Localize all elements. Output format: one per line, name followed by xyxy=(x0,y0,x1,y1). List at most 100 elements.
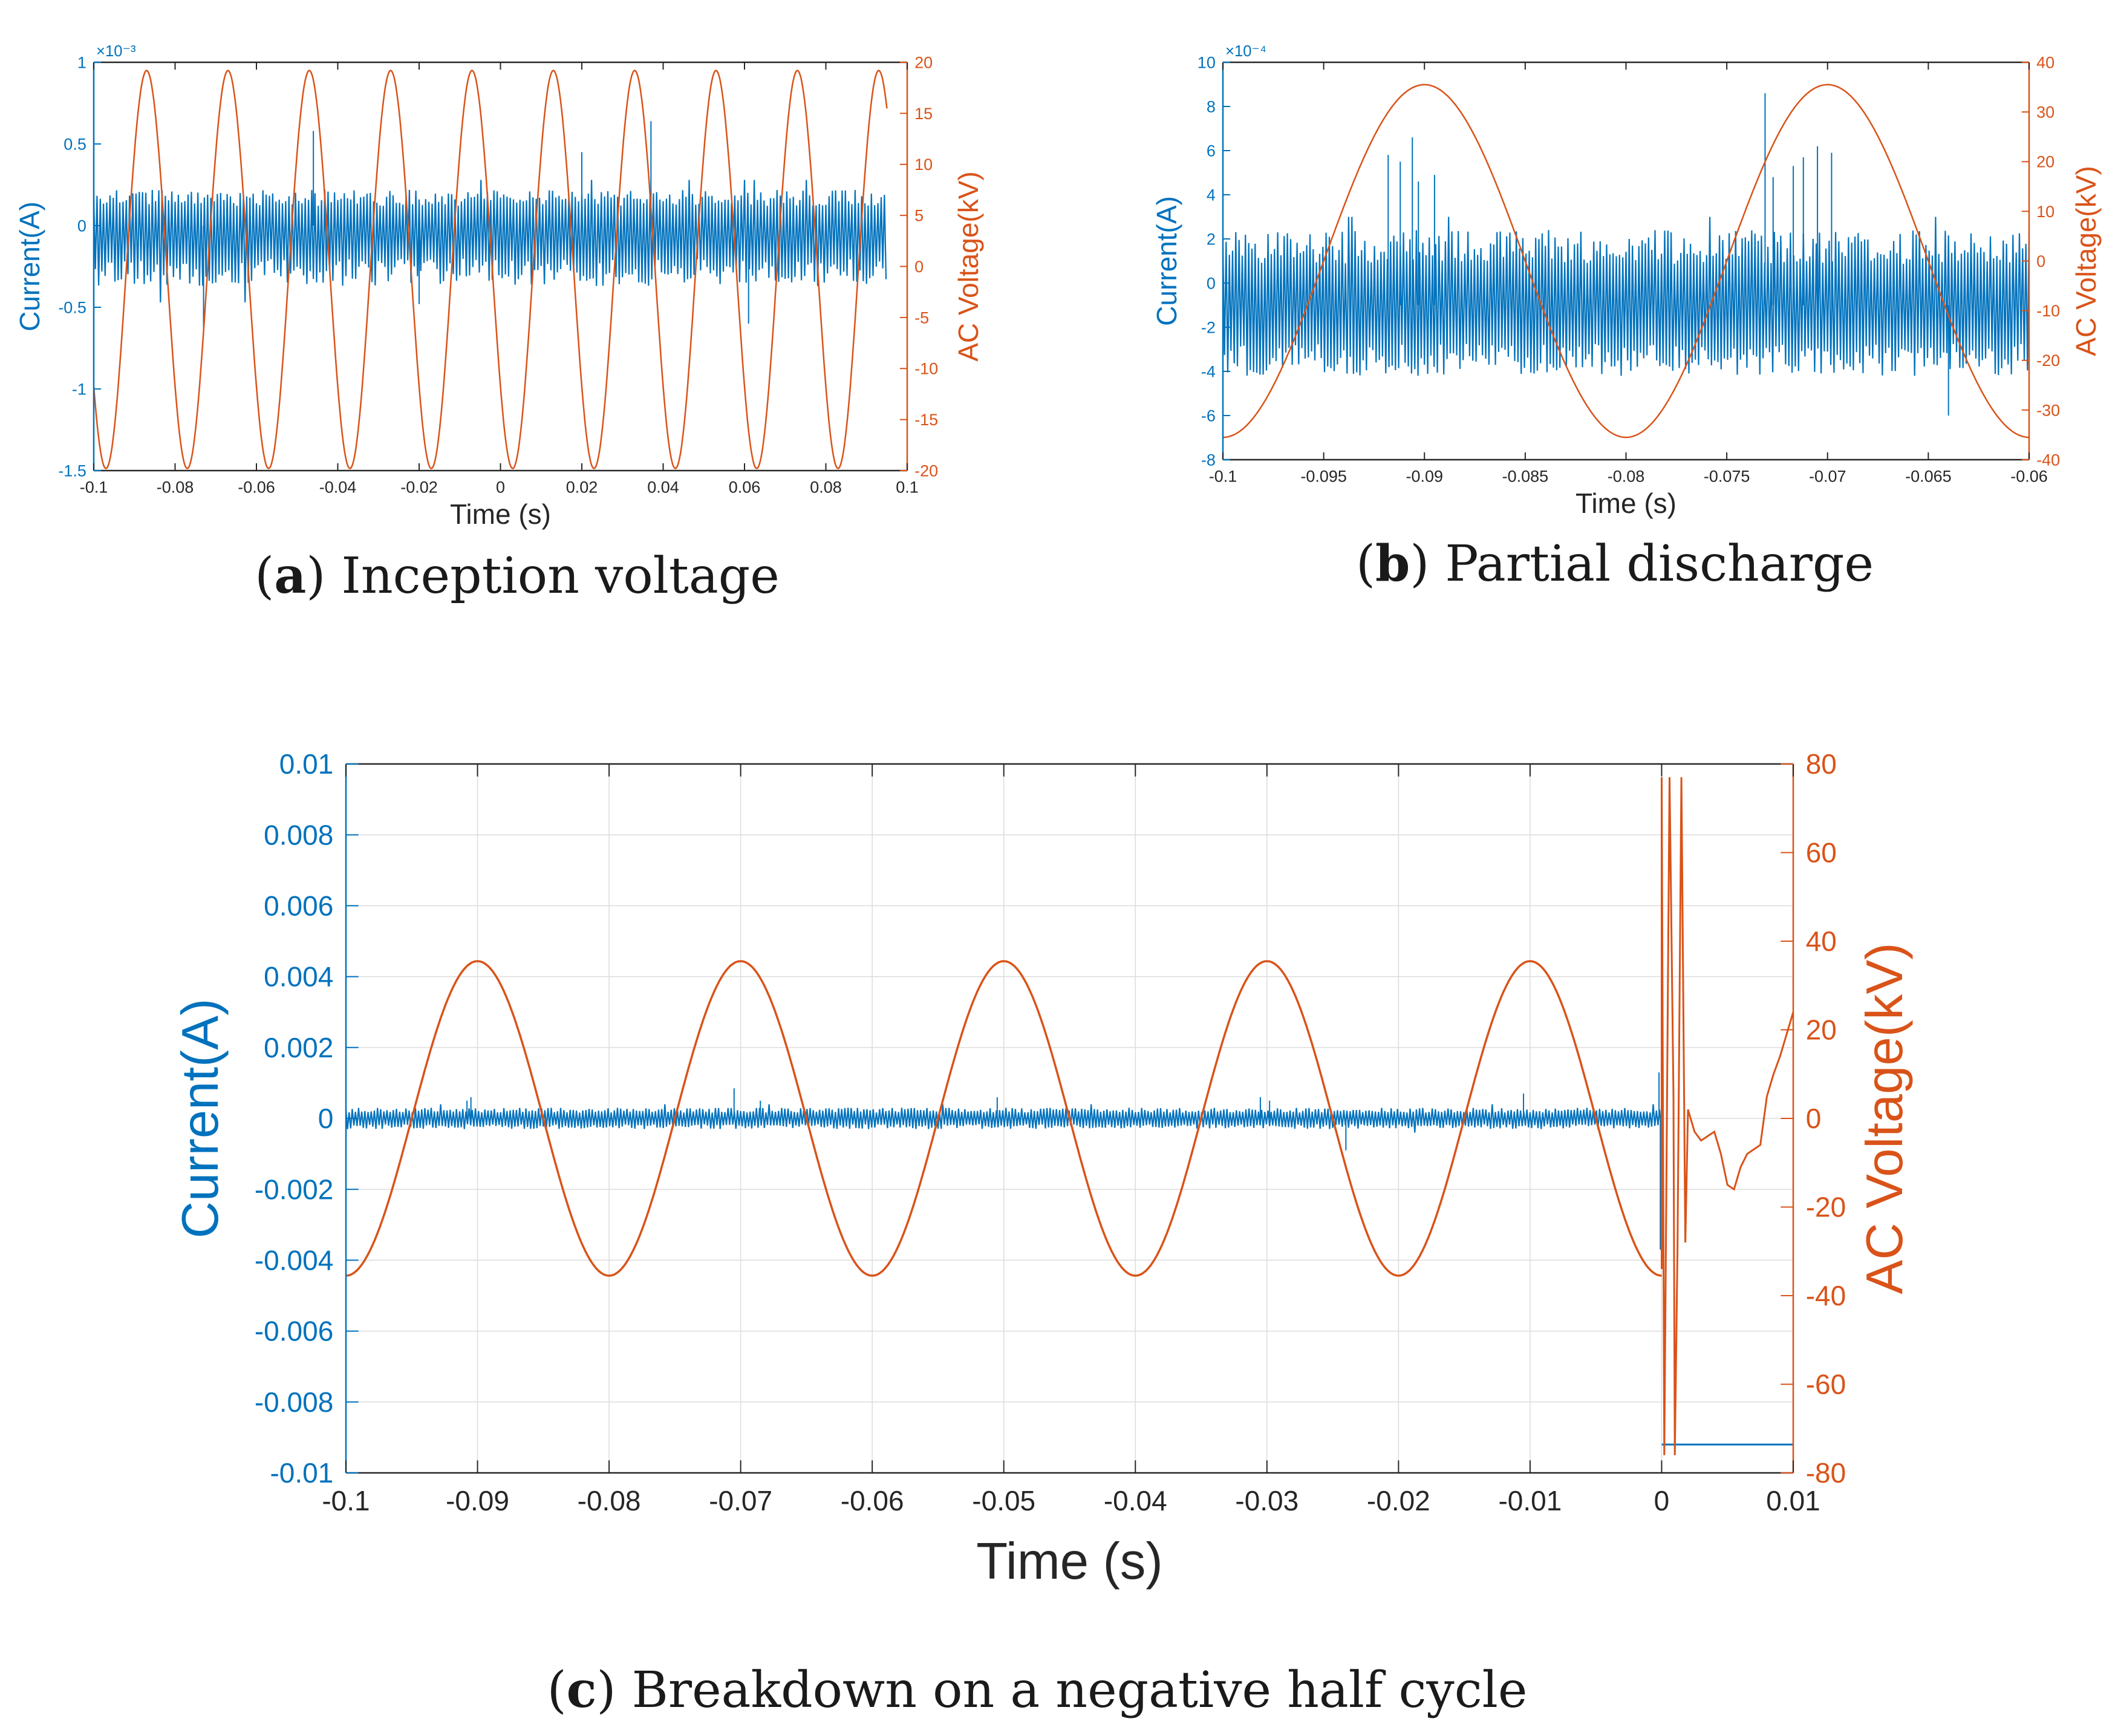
series-current-noise xyxy=(346,1104,1662,1133)
right-y-tick-label: -20 xyxy=(914,462,938,480)
right-y-tick-label: 5 xyxy=(914,207,924,225)
left-y-tick-label: 0.002 xyxy=(264,1032,333,1063)
right-y-tick-label: -60 xyxy=(1806,1369,1846,1400)
right-y-tick-label: 80 xyxy=(1806,748,1837,780)
caption-b-letter: b xyxy=(1375,535,1410,593)
left-axis-exponent: ×10⁻³ xyxy=(96,43,136,60)
left-y-axis-title: Current(A) xyxy=(14,201,45,331)
left-y-tick-label: 1 xyxy=(77,53,86,71)
right-y-tick-label: -40 xyxy=(1806,1280,1846,1311)
left-y-tick-label: 0.5 xyxy=(64,135,86,153)
x-tick-label: 0.08 xyxy=(810,478,842,496)
series-ac-voltage xyxy=(346,960,1662,1277)
x-tick-label: -0.07 xyxy=(1809,467,1846,485)
left-y-tick-label: 0.008 xyxy=(264,819,333,850)
left-y-tick-label: 10 xyxy=(1197,53,1216,71)
x-tick-label: -0.03 xyxy=(1235,1485,1298,1516)
plot-area xyxy=(94,70,888,470)
right-y-tick-label: 0 xyxy=(914,258,924,276)
x-tick-label: -0.075 xyxy=(1704,467,1750,485)
right-y-tick-label: 20 xyxy=(2036,153,2054,171)
left-y-tick-label: -0.01 xyxy=(270,1457,333,1489)
right-y-tick-label: -20 xyxy=(1806,1192,1846,1223)
left-y-tick-label: -0.002 xyxy=(255,1173,333,1205)
caption-b-text: Partial discharge xyxy=(1445,535,1874,593)
right-y-tick-label: -10 xyxy=(2036,302,2060,320)
right-y-tick-label: 40 xyxy=(2036,53,2054,71)
left-y-tick-label: -1.5 xyxy=(58,462,86,480)
left-y-tick-label: -0.006 xyxy=(255,1316,333,1347)
x-tick-label: 0.06 xyxy=(729,478,761,496)
left-y-tick-label: -0.008 xyxy=(255,1386,333,1418)
right-y-axis-title: AC Voltage(kV) xyxy=(1856,942,1914,1294)
left-y-tick-label: -2 xyxy=(1201,318,1216,336)
right-y-tick-label: 60 xyxy=(1806,837,1837,869)
x-tick-label: -0.07 xyxy=(709,1485,772,1516)
x-tick-label: -0.065 xyxy=(1905,467,1952,485)
left-y-tick-label: 4 xyxy=(1207,186,1216,204)
left-y-tick-label: -0.5 xyxy=(58,298,86,316)
left-y-tick-label: -0.004 xyxy=(255,1245,333,1276)
x-tick-label: -0.1 xyxy=(80,478,108,496)
x-tick-label: -0.06 xyxy=(238,478,275,496)
left-y-tick-label: 0 xyxy=(318,1103,334,1134)
x-axis-title: Time (s) xyxy=(450,498,551,530)
x-tick-label: -0.06 xyxy=(841,1485,904,1516)
series-ac-voltage xyxy=(1223,83,2029,439)
left-y-axis-title: Current(A) xyxy=(172,999,229,1239)
left-y-tick-label: 2 xyxy=(1207,230,1216,248)
x-tick-label: -0.02 xyxy=(1367,1485,1430,1516)
right-y-tick-label: 30 xyxy=(2036,103,2054,122)
x-tick-label: 0.1 xyxy=(896,478,919,496)
left-y-tick-label: 0.004 xyxy=(264,961,333,993)
left-y-tick-label: 0.006 xyxy=(264,890,333,922)
left-y-tick-label: -1 xyxy=(72,380,86,398)
right-y-tick-label: -30 xyxy=(2036,401,2060,419)
series-ac-voltage xyxy=(94,70,888,470)
x-tick-label: -0.08 xyxy=(157,478,194,496)
x-tick-label: -0.09 xyxy=(446,1485,509,1516)
right-y-axis-title: AC Voltage(kV) xyxy=(953,171,984,361)
x-tick-label: -0.085 xyxy=(1502,467,1549,485)
right-y-tick-label: 0 xyxy=(1806,1103,1822,1134)
x-tick-label: -0.06 xyxy=(2010,467,2048,485)
chart-c-breakdown-negative-half-cycle: -0.1 -0.09 -0.08 -0.07 -0.06 -0.05 -0.04 -0.03 -… xyxy=(172,748,1914,1590)
right-y-tick-label: 15 xyxy=(914,105,933,123)
x-tick-label: -0.09 xyxy=(1406,467,1443,485)
x-tick-label: 0.01 xyxy=(1766,1485,1820,1516)
left-y-tick-label: -6 xyxy=(1201,406,1216,425)
x-tick-label: -0.04 xyxy=(319,478,357,496)
caption-b: (b) Partial discharge xyxy=(1356,535,1874,593)
right-y-tick-label: 40 xyxy=(1806,925,1837,957)
x-tick-label: -0.05 xyxy=(972,1485,1035,1516)
left-y-axis-title: Current(A) xyxy=(1151,196,1182,326)
left-axis-exponent: ×10⁻⁴ xyxy=(1225,43,1266,60)
right-y-tick-label: -20 xyxy=(2036,351,2060,370)
x-axis-title: Time (s) xyxy=(1575,488,1676,519)
right-y-tick-label: 10 xyxy=(2036,203,2054,221)
x-tick-label: -0.1 xyxy=(322,1485,370,1516)
x-axis-title: Time (s) xyxy=(976,1533,1162,1590)
plot-area xyxy=(1223,83,2029,439)
left-y-tick-label: 8 xyxy=(1207,97,1216,116)
left-y-tick-label: 0 xyxy=(77,217,86,235)
caption-c-letter: c xyxy=(567,1661,597,1719)
x-tick-label: -0.01 xyxy=(1498,1485,1562,1516)
plot-area xyxy=(346,777,1793,1455)
x-tick-label: 0 xyxy=(1654,1485,1670,1516)
caption-a-text: Inception voltage xyxy=(341,547,779,605)
x-tick-label: -0.08 xyxy=(1608,467,1645,485)
right-y-tick-label: 0 xyxy=(2036,252,2045,270)
x-tick-label: -0.095 xyxy=(1300,467,1347,485)
caption-a: (a) Inception voltage xyxy=(255,547,780,605)
left-y-tick-label: 6 xyxy=(1207,142,1216,160)
x-tick-label: -0.08 xyxy=(578,1485,641,1516)
left-y-tick-label: 0.01 xyxy=(279,748,334,780)
left-y-tick-label: -8 xyxy=(1201,451,1216,469)
x-tick-label: 0.02 xyxy=(566,478,598,496)
x-tick-label: -0.04 xyxy=(1104,1485,1167,1516)
x-tick-label: -0.02 xyxy=(400,478,438,496)
right-y-tick-label: -40 xyxy=(2036,451,2060,469)
x-tick-label: 0.04 xyxy=(647,478,679,496)
